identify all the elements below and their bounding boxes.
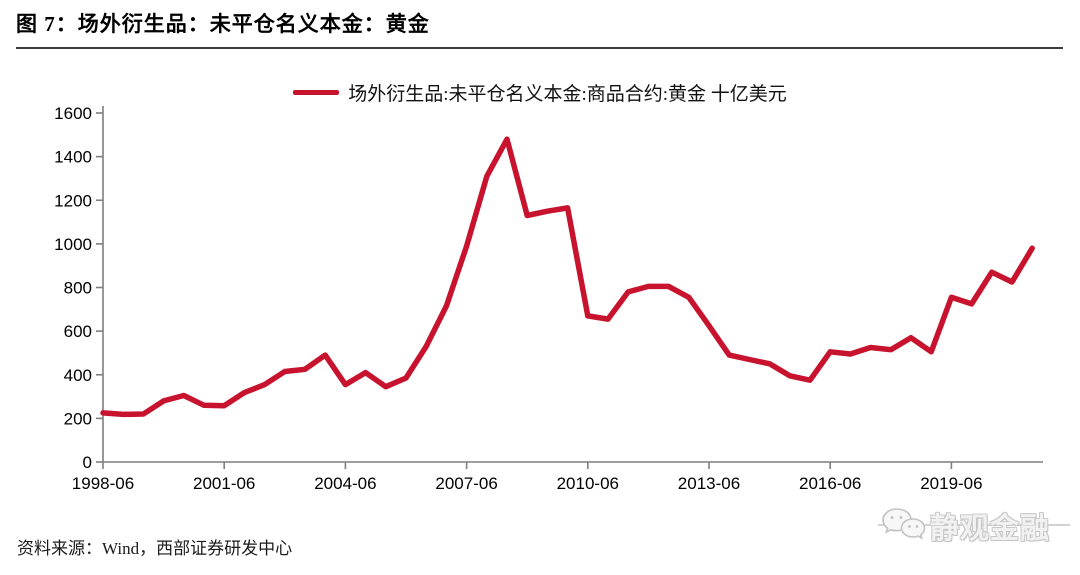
x-tick-label: 2016-06 bbox=[799, 474, 861, 493]
legend-line-marker bbox=[293, 90, 340, 95]
watermark-strike-line bbox=[878, 524, 1070, 526]
y-tick-label: 0 bbox=[83, 453, 92, 472]
watermark-text: 静观金融 bbox=[930, 513, 1051, 545]
y-tick-label: 1600 bbox=[54, 104, 92, 123]
source-note: 资料来源：Wind，西部证券研发中心 bbox=[17, 539, 293, 558]
x-axis-ticks: 1998-06 2001-06 2004-06 2007-06 2010-06 2013-… bbox=[72, 462, 983, 493]
legend: 场外衍生品:未平仓名义本金:商品合约:黄金 十亿美元 bbox=[0, 79, 1080, 106]
axes bbox=[102, 106, 1043, 463]
data-line bbox=[100, 136, 1035, 418]
figure-title: 图 7：场外衍生品：未平仓名义本金：黄金 bbox=[16, 12, 430, 36]
legend-label: 场外衍生品:未平仓名义本金:商品合约:黄金 十亿美元 bbox=[348, 84, 787, 105]
x-tick-label: 2010-06 bbox=[557, 474, 619, 493]
y-tick-label: 400 bbox=[64, 366, 92, 385]
x-tick-label: 1998-06 bbox=[72, 474, 134, 493]
y-tick-label: 800 bbox=[64, 279, 92, 298]
y-tick-label: 600 bbox=[64, 322, 92, 341]
y-tick-label: 1000 bbox=[54, 235, 92, 254]
x-tick-label: 2019-06 bbox=[920, 474, 982, 493]
title-divider bbox=[16, 47, 1063, 49]
x-tick-label: 2013-06 bbox=[678, 474, 740, 493]
x-tick-label: 2001-06 bbox=[193, 474, 255, 493]
y-tick-label: 1400 bbox=[54, 148, 92, 167]
watermark: 静观金融 bbox=[878, 505, 1070, 557]
y-tick-label: 200 bbox=[64, 409, 92, 428]
series-line bbox=[100, 136, 1035, 418]
x-tick-label: 2007-06 bbox=[435, 474, 497, 493]
y-axis-ticks: 0 200 400 600 800 1000 1200 1400 1600 bbox=[54, 104, 103, 472]
x-tick-label: 2004-06 bbox=[314, 474, 376, 493]
wechat-icon bbox=[882, 508, 926, 540]
y-tick-label: 1200 bbox=[54, 191, 92, 210]
